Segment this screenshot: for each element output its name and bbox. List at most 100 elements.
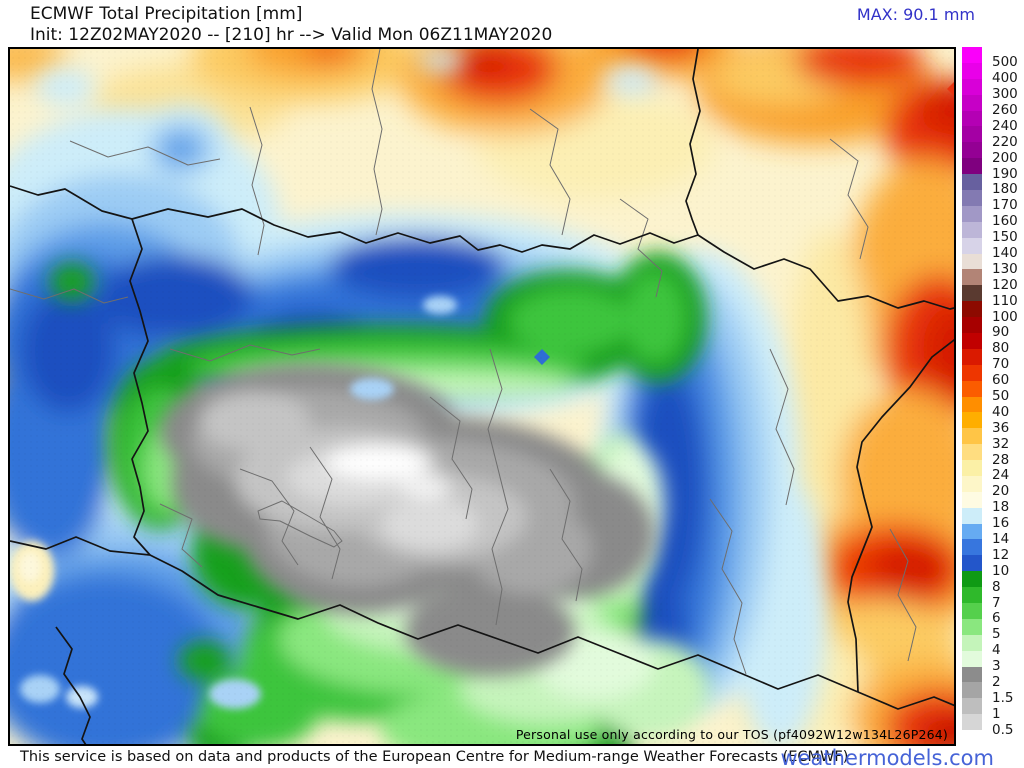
legend-tick-label: 24 <box>992 467 1010 484</box>
legend-tick-label: 1 <box>992 705 1001 722</box>
precipitation-map: Personal use only according to our TOS (… <box>8 47 956 746</box>
init-valid-line: Init: 12Z02MAY2020 -- [210] hr --> Valid… <box>30 25 553 45</box>
legend-segment <box>962 78 982 96</box>
legend-tick-label: 0.5 <box>992 721 1014 738</box>
legend-tick-label: 140 <box>992 245 1018 262</box>
legend-segment <box>962 603 982 620</box>
legend-segment <box>962 142 982 159</box>
map-canvas <box>10 49 954 744</box>
legend-segment <box>962 380 982 397</box>
legend-segment <box>962 47 982 64</box>
legend-tick-label: 14 <box>992 530 1010 547</box>
legend-segment <box>962 332 982 350</box>
legend-segment <box>962 205 982 223</box>
legend-segment <box>962 539 982 556</box>
legend-tick-label: 90 <box>992 324 1010 341</box>
legend-tick-label: 7 <box>992 594 1001 611</box>
legend-segment <box>962 571 982 588</box>
legend-tick-label: 150 <box>992 229 1018 246</box>
legend-segment <box>962 587 982 604</box>
legend-tick-label: 20 <box>992 483 1010 500</box>
legend-tick-label: 36 <box>992 419 1010 436</box>
legend-tick-label: 1.5 <box>992 689 1014 706</box>
legend-segment <box>962 666 982 683</box>
legend-tick-label: 5 <box>992 626 1001 643</box>
legend-tick-label: 4 <box>992 642 1001 659</box>
legend-tick-label: 120 <box>992 276 1018 293</box>
legend-tick-label: 8 <box>992 578 1001 595</box>
legend-tick-label: 40 <box>992 403 1010 420</box>
legend-segment <box>962 555 982 572</box>
legend-segment <box>962 189 982 207</box>
legend-segment <box>962 444 982 461</box>
stipple-overlay <box>10 49 954 744</box>
legend-tick-label: 500 <box>992 54 1018 71</box>
header: ECMWF Total Precipitation [mm] Init: 12Z… <box>30 4 552 46</box>
legend-segment <box>962 523 982 540</box>
legend-tick-label: 180 <box>992 181 1018 198</box>
legend-tick-label: 80 <box>992 340 1010 357</box>
legend-segment <box>962 348 982 366</box>
legend-segment <box>962 730 982 747</box>
legend-segment <box>962 428 982 445</box>
legend-segment <box>962 221 982 239</box>
legend-tick-label: 28 <box>992 451 1010 468</box>
legend-tick-label: 110 <box>992 292 1018 309</box>
legend-tick-label: 220 <box>992 133 1018 150</box>
legend-segment <box>962 507 982 525</box>
legend-segment <box>962 412 982 429</box>
legend-segment <box>962 253 982 270</box>
legend-segment <box>962 62 982 80</box>
footer: This service is based on data and produc… <box>0 746 1024 768</box>
brand-link[interactable]: weathermodels.com <box>780 746 994 768</box>
legend-segment <box>962 158 982 175</box>
legend-segment <box>962 110 982 127</box>
legend-segment <box>962 491 982 509</box>
legend-tick-label: 60 <box>992 372 1010 389</box>
legend-tick-label: 100 <box>992 308 1018 325</box>
legend-segment <box>962 317 982 334</box>
legend-segment <box>962 618 982 636</box>
legend-tick-label: 10 <box>992 562 1010 579</box>
legend-tick-label: 50 <box>992 388 1010 404</box>
legend-segment <box>962 714 982 731</box>
legend-tick-label: 3 <box>992 658 1001 675</box>
legend-tick-label: 6 <box>992 610 1001 627</box>
legend-tick-label: 260 <box>992 102 1018 119</box>
legend-tick-label: 32 <box>992 435 1010 452</box>
legend-tick-label: 300 <box>992 86 1018 103</box>
legend-tick-label: 240 <box>992 117 1018 134</box>
legend-segment <box>962 237 982 254</box>
legend-segment <box>962 682 982 699</box>
legend-segment <box>962 126 982 143</box>
legend-segment <box>962 269 982 286</box>
legend-segment <box>962 285 982 302</box>
legend-colorbar: 500 400 300 260 240 220 200 190 180 170 160 150 140 1… <box>962 47 1024 747</box>
page-title: ECMWF Total Precipitation [mm] <box>30 4 303 24</box>
legend-tick-label: 200 <box>992 149 1018 166</box>
legend-tick-label: 170 <box>992 197 1018 214</box>
legend-segment <box>962 364 982 382</box>
legend-segment <box>962 94 982 112</box>
tos-watermark: Personal use only according to our TOS (… <box>515 727 948 742</box>
legend-tick-label: 16 <box>992 515 1010 532</box>
legend-segment <box>962 475 982 493</box>
legend-segment <box>962 396 982 413</box>
legend-segment <box>962 634 982 652</box>
attribution-text: This service is based on data and produc… <box>20 749 849 765</box>
legend-segment <box>962 698 982 715</box>
legend-tick-label: 190 <box>992 165 1018 182</box>
legend-tick-label: 12 <box>992 546 1010 563</box>
legend-tick-label: 130 <box>992 260 1018 277</box>
max-value-label: MAX: 90.1 mm <box>856 5 975 24</box>
max-location-marker <box>947 82 954 96</box>
region-borders <box>10 49 917 675</box>
legend-tick-label: 2 <box>992 673 1001 690</box>
legend-segment <box>962 174 982 191</box>
legend-segment <box>962 460 982 477</box>
legend-tick-label: 70 <box>992 356 1010 373</box>
legend-tick-label: 18 <box>992 499 1010 516</box>
country-borders <box>10 49 954 744</box>
legend-tick-label: 400 <box>992 70 1018 87</box>
